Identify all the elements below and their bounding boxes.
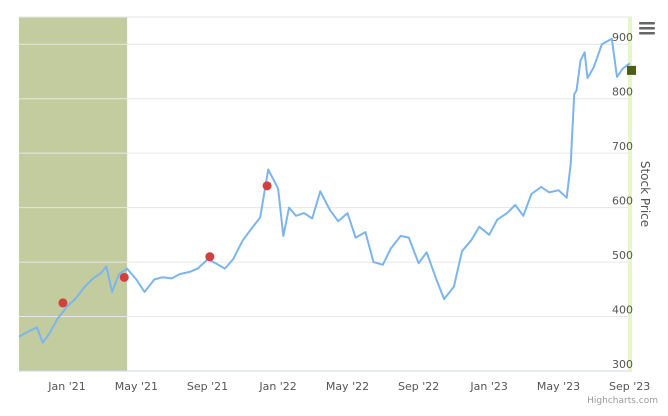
right-edge-strip-layer	[628, 17, 632, 371]
x-tick-label: Jan '23	[469, 380, 507, 393]
x-tick-label: May '22	[326, 380, 369, 393]
x-tick-label: Jan '22	[258, 380, 296, 393]
credits-label[interactable]: Highcharts.com	[587, 396, 658, 406]
chart-menu-button[interactable]	[634, 16, 660, 42]
event-marker	[119, 272, 129, 282]
event-marker	[205, 252, 215, 262]
y-tick-label: 600	[612, 195, 633, 208]
last-price-marker	[627, 65, 636, 75]
grid-layer	[19, 16, 632, 372]
y-tick-label: 300	[612, 358, 633, 371]
right-edge-strip	[628, 17, 632, 371]
series-line	[18, 37, 631, 344]
x-tick-label: May '23	[537, 380, 580, 393]
series-layer	[18, 37, 631, 344]
x-tick-label: Sep '22	[398, 380, 439, 393]
x-tick-labels: Jan '21 May '21 Sep '21 Jan '22 May '22 Sep '…	[47, 380, 650, 393]
x-tick-label: May '21	[115, 380, 158, 393]
shaded-band-layer	[19, 17, 128, 371]
x-tick-label: Sep '23	[609, 380, 650, 393]
hamburger-menu-icon	[639, 22, 655, 35]
event-marker	[58, 298, 68, 308]
event-marker	[262, 181, 272, 191]
y-axis-title: Stock Price	[638, 161, 652, 227]
x-tick-label: Jan '21	[47, 380, 85, 393]
y-tick-label: 800	[612, 86, 633, 99]
y-tick-label: 500	[612, 249, 633, 262]
y-tick-label: 900	[612, 31, 633, 44]
y-tick-label: 400	[612, 304, 633, 317]
y-tick-label: 700	[612, 140, 633, 153]
shaded-band	[19, 17, 128, 371]
y-tick-labels: 300 400 500 600 700 800 900	[612, 31, 633, 371]
marker-layer	[58, 65, 636, 308]
x-tick-label: Sep '21	[187, 380, 228, 393]
